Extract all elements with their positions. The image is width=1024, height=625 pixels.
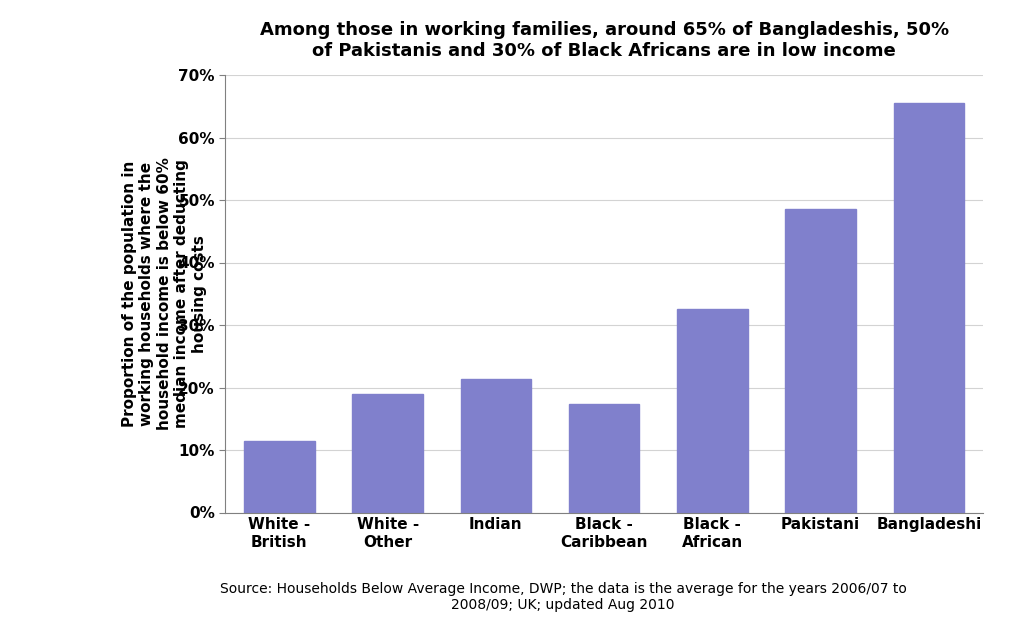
Text: Source: Households Below Average Income, DWP; the data is the average for the ye: Source: Households Below Average Income,… <box>220 582 906 612</box>
Bar <box>569 404 639 512</box>
Y-axis label: Proportion of the population in
working households where the
household income is: Proportion of the population in working … <box>122 158 207 430</box>
Bar <box>894 103 965 512</box>
Bar <box>244 441 314 512</box>
Bar <box>677 309 748 512</box>
Bar <box>352 394 423 512</box>
Bar <box>461 379 531 512</box>
Title: Among those in working families, around 65% of Bangladeshis, 50%
of Pakistanis a: Among those in working families, around … <box>260 21 948 59</box>
Bar <box>785 209 856 512</box>
